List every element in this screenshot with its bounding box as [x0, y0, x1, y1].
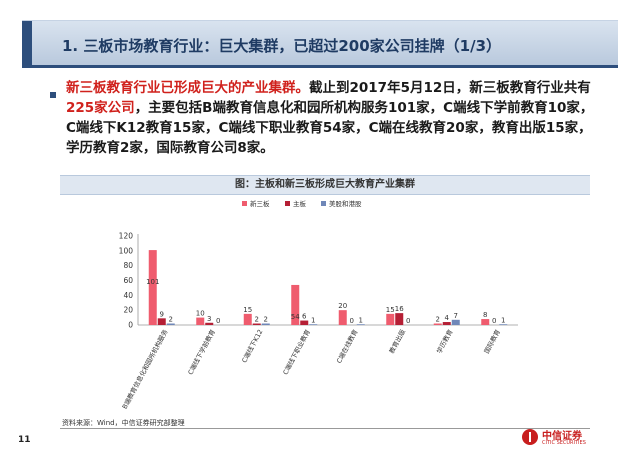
bar [338, 310, 347, 325]
summary-text-1: 截止到2017年5月12日，新三板教育行业共有 [309, 80, 591, 96]
y-tick-label: 0 [128, 321, 133, 330]
summary-highlight-1: 新三板教育行业已形成巨大的产业集群。 [66, 80, 309, 96]
category-label: C端在线教育 [334, 327, 360, 364]
y-tick-label: 60 [123, 276, 133, 285]
y-tick-label: 100 [119, 246, 134, 255]
bar [356, 324, 365, 325]
data-label: 16 [395, 305, 404, 313]
legend-swatch [285, 201, 290, 206]
legend-swatch [321, 201, 326, 206]
data-label: 0 [406, 317, 410, 325]
bar [261, 323, 270, 325]
data-label: 101 [146, 278, 159, 286]
category-label: 学历教育 [434, 327, 454, 355]
data-label: 2 [255, 316, 259, 324]
data-label: 54 [291, 313, 300, 321]
legend-label: 美股和港股 [329, 199, 362, 208]
data-label: 4 [445, 314, 450, 322]
summary-paragraph: 新三板教育行业已形成巨大的产业集群。截止到2017年5月12日，新三板教育行业共… [66, 78, 596, 158]
data-label: 1 [311, 316, 315, 324]
bar [196, 317, 205, 325]
bar [309, 324, 318, 325]
data-label: 3 [207, 315, 211, 323]
bar [243, 313, 252, 325]
title-accent-band [22, 21, 32, 65]
bar [148, 250, 157, 325]
bar [205, 322, 214, 325]
category-label: C端线下K12 [239, 328, 264, 365]
data-label: 6 [302, 313, 307, 321]
chart-title: 图：主板和新三板形成巨大教育产业集群 [60, 175, 590, 195]
y-tick-label: 80 [123, 261, 133, 270]
data-label: 8 [483, 311, 487, 319]
bar [442, 322, 451, 325]
logo-name: 中信证券 [542, 431, 582, 442]
bullet-icon [50, 92, 56, 98]
data-label: 2 [436, 316, 440, 324]
citic-logo-icon [522, 429, 538, 445]
data-label: 0 [492, 317, 496, 325]
page-number: 11 [18, 435, 31, 445]
footer-divider [60, 428, 590, 429]
citic-logo: 中信证券 CITIC SECURITIES [522, 427, 622, 449]
legend-swatch [242, 201, 247, 206]
data-label: 1 [359, 316, 363, 324]
data-label: 10 [196, 310, 205, 318]
summary-highlight-2: 225家公司 [66, 100, 135, 116]
legend-label: 新三板 [250, 199, 270, 208]
data-label: 15 [243, 306, 252, 314]
data-label: 1 [501, 316, 505, 324]
category-label: C端线下职业教育 [281, 327, 313, 376]
category-label: 国际教育 [482, 327, 502, 355]
data-label: 20 [338, 302, 347, 310]
category-label: B端教育信息化和园所机构服务 [120, 327, 170, 410]
logo-english: CITIC SECURITIES [542, 440, 586, 446]
title-bar: 1. 三板市场教育行业：巨大集群，已超过200家公司挂牌（1/3） [22, 20, 618, 68]
data-label: 7 [454, 312, 458, 320]
data-label: 0 [350, 317, 354, 325]
bar [300, 320, 309, 325]
bar [252, 323, 261, 325]
category-label: 教育出版 [387, 327, 407, 355]
bar [157, 318, 166, 325]
legend-label: 主板 [293, 199, 307, 208]
data-label: 9 [160, 310, 164, 318]
data-label: 2 [264, 316, 268, 324]
source-note: 资料来源：Wind，中信证券研究部整理 [62, 419, 185, 427]
bar [386, 313, 395, 325]
y-tick-label: 40 [123, 291, 133, 300]
bar [291, 284, 300, 325]
bar [499, 324, 508, 325]
bar [166, 323, 175, 325]
bar-chart: 新三板 主板 美股和港股02040608010012010192B端教育信息化和园所… [119, 199, 518, 410]
page-title: 1. 三板市场教育行业：巨大集群，已超过200家公司挂牌（1/3） [62, 37, 502, 55]
bar [451, 319, 460, 325]
summary-text-2: ，主要包括B端教育信息化和园所机构服务101家，C端线下学前教育10家，C端线下… [66, 100, 594, 156]
data-label: 0 [216, 317, 220, 325]
data-label: 15 [386, 306, 395, 314]
bar [395, 313, 404, 325]
category-label: C端线下学前教育 [186, 327, 218, 376]
y-tick-label: 120 [119, 232, 134, 241]
bar [481, 319, 490, 325]
y-tick-label: 20 [123, 306, 133, 315]
data-label: 2 [169, 316, 173, 324]
bar [433, 323, 442, 325]
